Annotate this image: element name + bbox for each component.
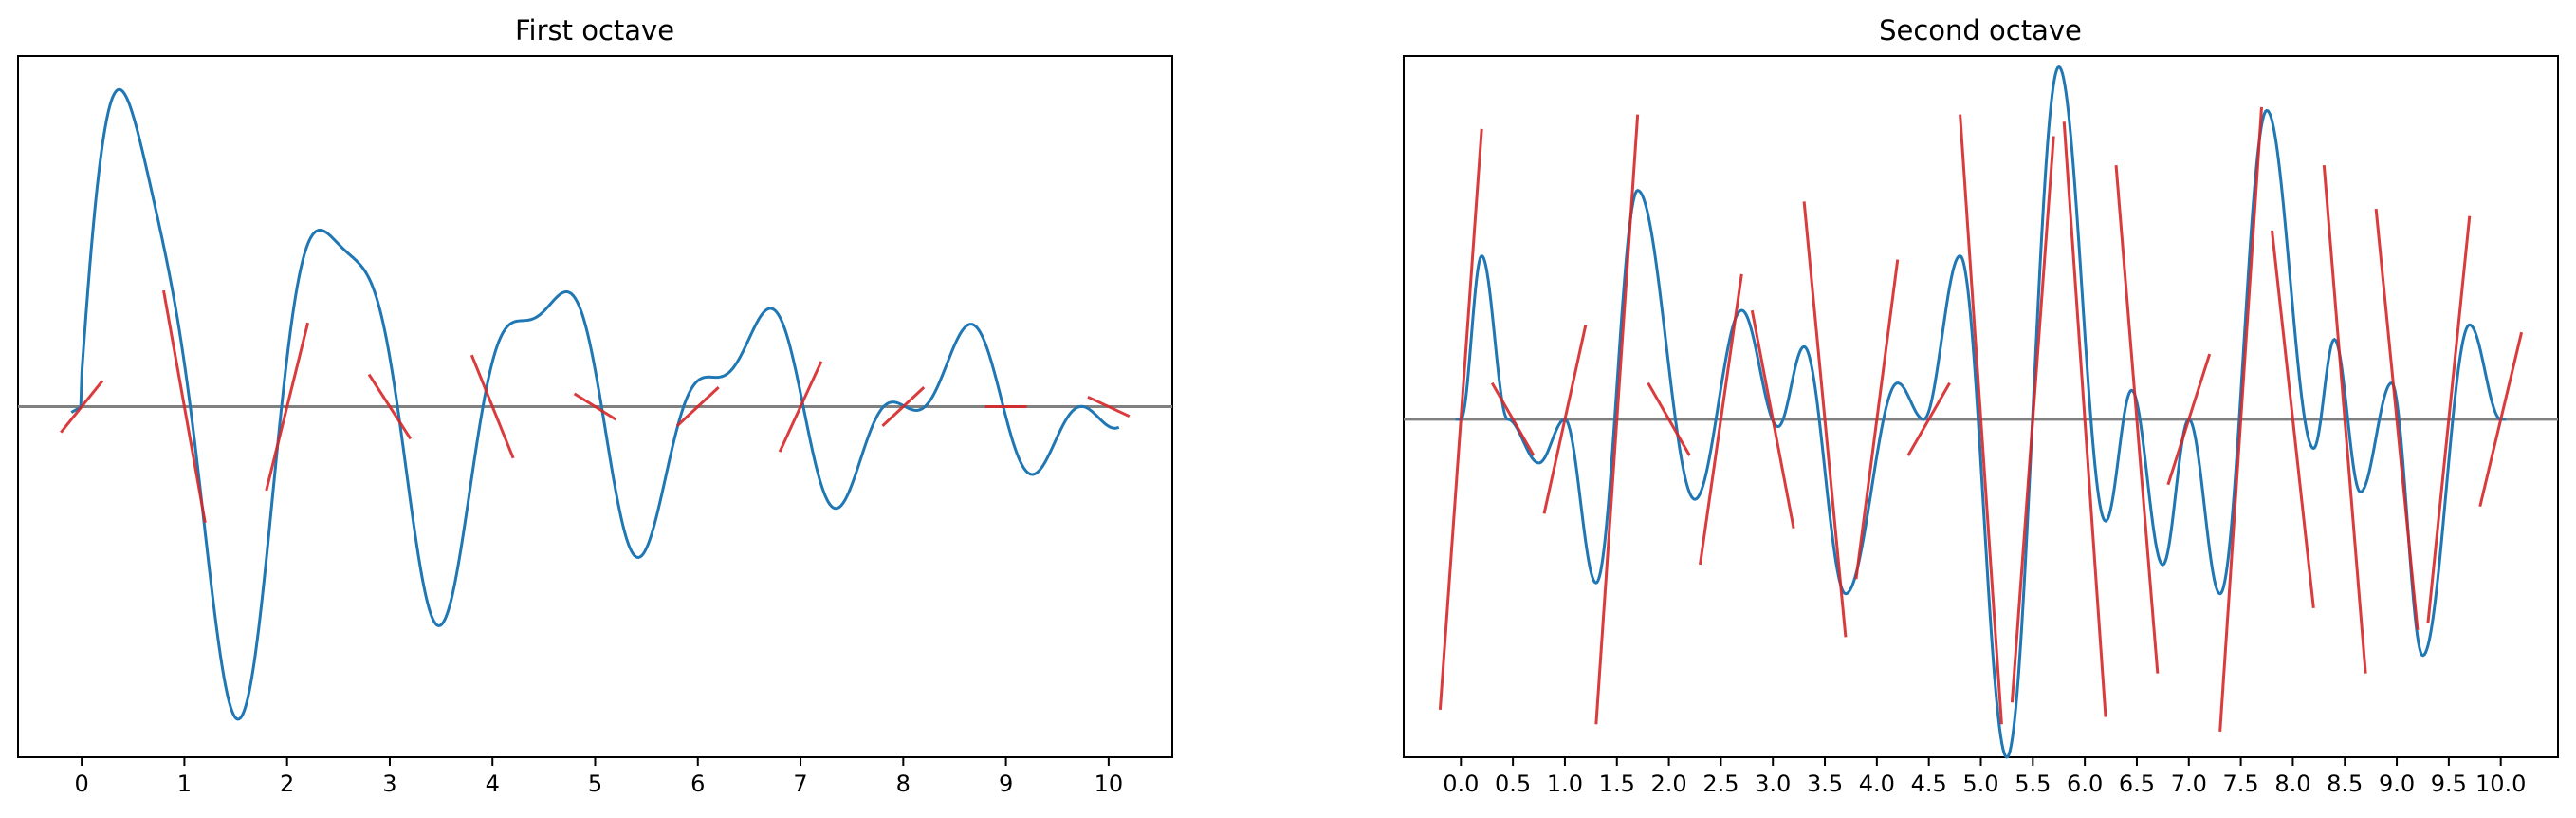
gradient-mark	[2271, 230, 2315, 608]
gradient-mark	[1906, 381, 1951, 456]
gradient-mark	[1854, 259, 1900, 580]
x-tick-label: 10.0	[2475, 771, 2526, 797]
gradient-mark	[1699, 273, 1743, 566]
x-tick-label: 5.0	[1962, 771, 1998, 797]
x-tick-label: 1.5	[1599, 771, 1635, 797]
x-tick-label: 8	[896, 771, 911, 797]
x-tick-label: 1	[177, 771, 192, 797]
gradient-mark	[2166, 353, 2212, 486]
gradient-mark	[469, 354, 515, 459]
gradient-mark	[367, 373, 413, 440]
plot-area-first-octave	[18, 87, 1172, 721]
gradient-mark	[1750, 309, 1795, 529]
gradient-mark	[1490, 381, 1536, 456]
x-tick-label: 9	[999, 771, 1013, 797]
gradient-mark	[778, 361, 823, 453]
chart-title-second-octave: Second octave	[1879, 14, 2082, 46]
gradient-mark	[1542, 325, 1588, 514]
x-tick-label: 4.5	[1911, 771, 1947, 797]
gradient-mark	[2322, 165, 2367, 674]
first-octave-panel: First octave 0 1 2 3 4 5 6 7 8 9 10	[17, 14, 1173, 797]
gradient-mark	[2010, 136, 2055, 703]
series-curve	[70, 87, 1120, 721]
gradient-mark	[675, 386, 720, 427]
gradient-mark	[881, 386, 926, 427]
x-tick-label: 1.0	[1547, 771, 1583, 797]
gradient-mark	[2062, 121, 2107, 717]
gradient-mark	[162, 289, 207, 524]
x-tick-label: 7	[793, 771, 807, 797]
x-tick-label: 0.5	[1495, 771, 1531, 797]
x-tick-label: 5	[588, 771, 602, 797]
gradient-mark	[1438, 128, 1483, 711]
x-tick-label: 6.5	[2119, 771, 2155, 797]
gradient-mark	[60, 380, 104, 434]
x-tick-label: 2.0	[1650, 771, 1686, 797]
gradient-mark	[2218, 106, 2264, 732]
x-axis-second-octave: 0.0 0.5 1.0 1.5 2.0 2.5 3.0 3.5 4.0 4.5 5.0 5.5 6.0 6…	[1443, 757, 2526, 797]
x-tick-label: 6.0	[2067, 771, 2103, 797]
x-tick-label: 8.5	[2327, 771, 2363, 797]
x-tick-label: 2	[280, 771, 294, 797]
gradient-mark	[1802, 201, 1848, 638]
x-tick-label: 5.5	[2015, 771, 2051, 797]
gradient-mark	[2114, 165, 2160, 674]
x-tick-label: 3	[382, 771, 396, 797]
x-tick-label: 0	[74, 771, 88, 797]
gradient-mark	[2374, 208, 2420, 630]
gradient-mark	[1087, 395, 1131, 418]
x-tick-label: 7.5	[2223, 771, 2259, 797]
x-tick-label: 3.0	[1755, 771, 1791, 797]
x-tick-label: 4	[486, 771, 500, 797]
gradient-mark	[573, 392, 617, 421]
gradient-mark	[1647, 381, 1691, 456]
x-tick-label: 3.5	[1807, 771, 1843, 797]
gradient-mark	[1594, 114, 1640, 725]
x-tick-label: 2.5	[1702, 771, 1739, 797]
x-tick-label: 6	[690, 771, 705, 797]
plot-area-second-octave	[1404, 65, 2558, 759]
x-tick-label: 9.0	[2379, 771, 2415, 797]
chart-title-first-octave: First octave	[515, 14, 674, 46]
x-tick-label: 10	[1095, 771, 1124, 797]
x-axis-first-octave: 0 1 2 3 4 5 6 7 8 9 10	[74, 757, 1123, 797]
gradient-mark	[1959, 114, 2003, 725]
gradient-mark	[2426, 215, 2472, 623]
x-tick-label: 4.0	[1859, 771, 1895, 797]
gradient-mark	[265, 322, 310, 492]
x-tick-label: 9.5	[2431, 771, 2467, 797]
x-tick-label: 0.0	[1443, 771, 1479, 797]
second-octave-panel: Second octave 0.0 0.5 1.0 1.5 2.0 2.5 3.0 3.5 4.…	[1403, 14, 2559, 797]
gradient-mark	[2478, 331, 2524, 508]
x-tick-label: 8.0	[2274, 771, 2310, 797]
x-tick-label: 7.0	[2171, 771, 2207, 797]
